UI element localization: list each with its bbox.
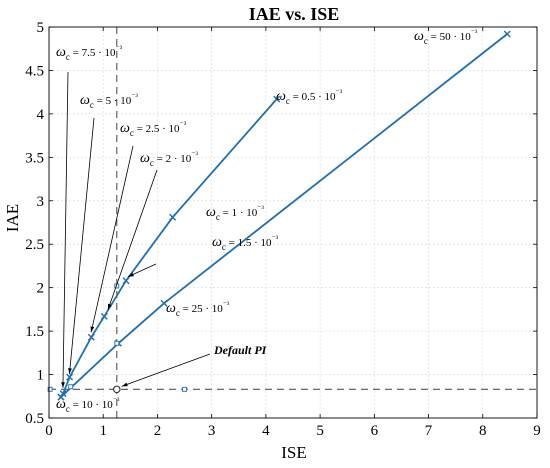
x-tick-label: 1 (99, 423, 107, 439)
y-tick-label: 5 (37, 20, 45, 36)
series-1-line (60, 98, 278, 398)
annotations: ωc = 50 · 10⁻³ ωc = 0.5 · 10⁻³ ωc = 1 · 10… (56, 28, 478, 414)
grid (48, 26, 538, 419)
y-tick-label: 4 (37, 107, 45, 123)
annotation-label: ωc = 25 · 10⁻³ (166, 300, 230, 318)
series-layer (60, 33, 508, 398)
x-tick-label: 6 (371, 423, 379, 439)
y-axis-label: IAE (3, 204, 22, 232)
annotation-arrow (61, 71, 69, 388)
series-2-point (503, 30, 511, 38)
markers (47, 30, 511, 401)
annotation-label: ωc = 10 · 10⁻³ (56, 396, 120, 414)
default-pi-arrow (121, 353, 211, 387)
secondary-marker (47, 386, 53, 392)
annotation-arrow (107, 169, 158, 310)
series-1-point (59, 390, 67, 398)
annotation-label: ωc = 0.5 · 10⁻³ (276, 88, 343, 106)
series-1-point (66, 373, 74, 381)
series-2-point (57, 393, 65, 401)
annotation-label: ωc = 7.5 · 10⁻³ (56, 44, 123, 62)
y-tick-label: 0.5 (25, 411, 44, 427)
default-pi-label: Default PI (213, 343, 268, 357)
y-tick-label: 2 (37, 281, 45, 297)
annotation-arrow (127, 263, 157, 278)
series-2-line (60, 33, 508, 398)
annotation-label: ωc = 5 · 10⁻³ (80, 92, 138, 110)
secondary-marker (114, 340, 120, 346)
x-tick-label: 0 (45, 423, 53, 439)
plot-frame (48, 26, 538, 419)
series-2-point (160, 299, 168, 307)
annotation-label: ωc = 50 · 10⁻³ (414, 28, 478, 46)
annotation-arrow (90, 145, 134, 333)
axes: 0 1 2 3 4 5 6 7 8 9 0.5 1 1.5 2 2.5 3 3.5 4 4.5 5 (25, 20, 541, 439)
x-tick-label: 9 (533, 423, 541, 439)
secondary-marker (68, 384, 74, 390)
y-tick-label: 1 (37, 368, 45, 384)
y-tick-label: 1.5 (25, 324, 44, 340)
x-tick-label: 2 (154, 423, 162, 439)
secondary-marker (182, 386, 188, 392)
x-axis-label: ISE (281, 443, 307, 462)
y-tick-label: 3.5 (25, 150, 44, 166)
series-1-point (273, 95, 281, 103)
default-pi-point (113, 385, 121, 394)
annotation-label: ωc = 2 · 10⁻³ (140, 150, 198, 168)
y-tick-label: 4.5 (25, 63, 44, 79)
x-tick-label: 3 (208, 423, 216, 439)
crosshair (49, 27, 537, 418)
x-tick-label: 8 (479, 423, 487, 439)
series-1-point (100, 312, 108, 320)
y-tick-label: 2.5 (25, 237, 44, 253)
annotation-label: ωc = 2.5 · 10⁻³ (120, 120, 187, 138)
series-1-point (169, 213, 177, 221)
x-tick-label: 5 (316, 423, 324, 439)
chart-title: IAE vs. ISE (249, 4, 340, 24)
x-tick-label: 4 (262, 423, 270, 439)
series-1-point (87, 333, 95, 341)
y-tick-label: 3 (37, 194, 45, 210)
annotation-label: ωc = 1 · 10⁻³ (206, 204, 264, 222)
annotation-arrow (68, 117, 95, 375)
x-tick-label: 7 (425, 423, 433, 439)
series-1-point (122, 277, 130, 285)
annotation-label: ωc = 1.5 · 10⁻³ (212, 234, 279, 252)
